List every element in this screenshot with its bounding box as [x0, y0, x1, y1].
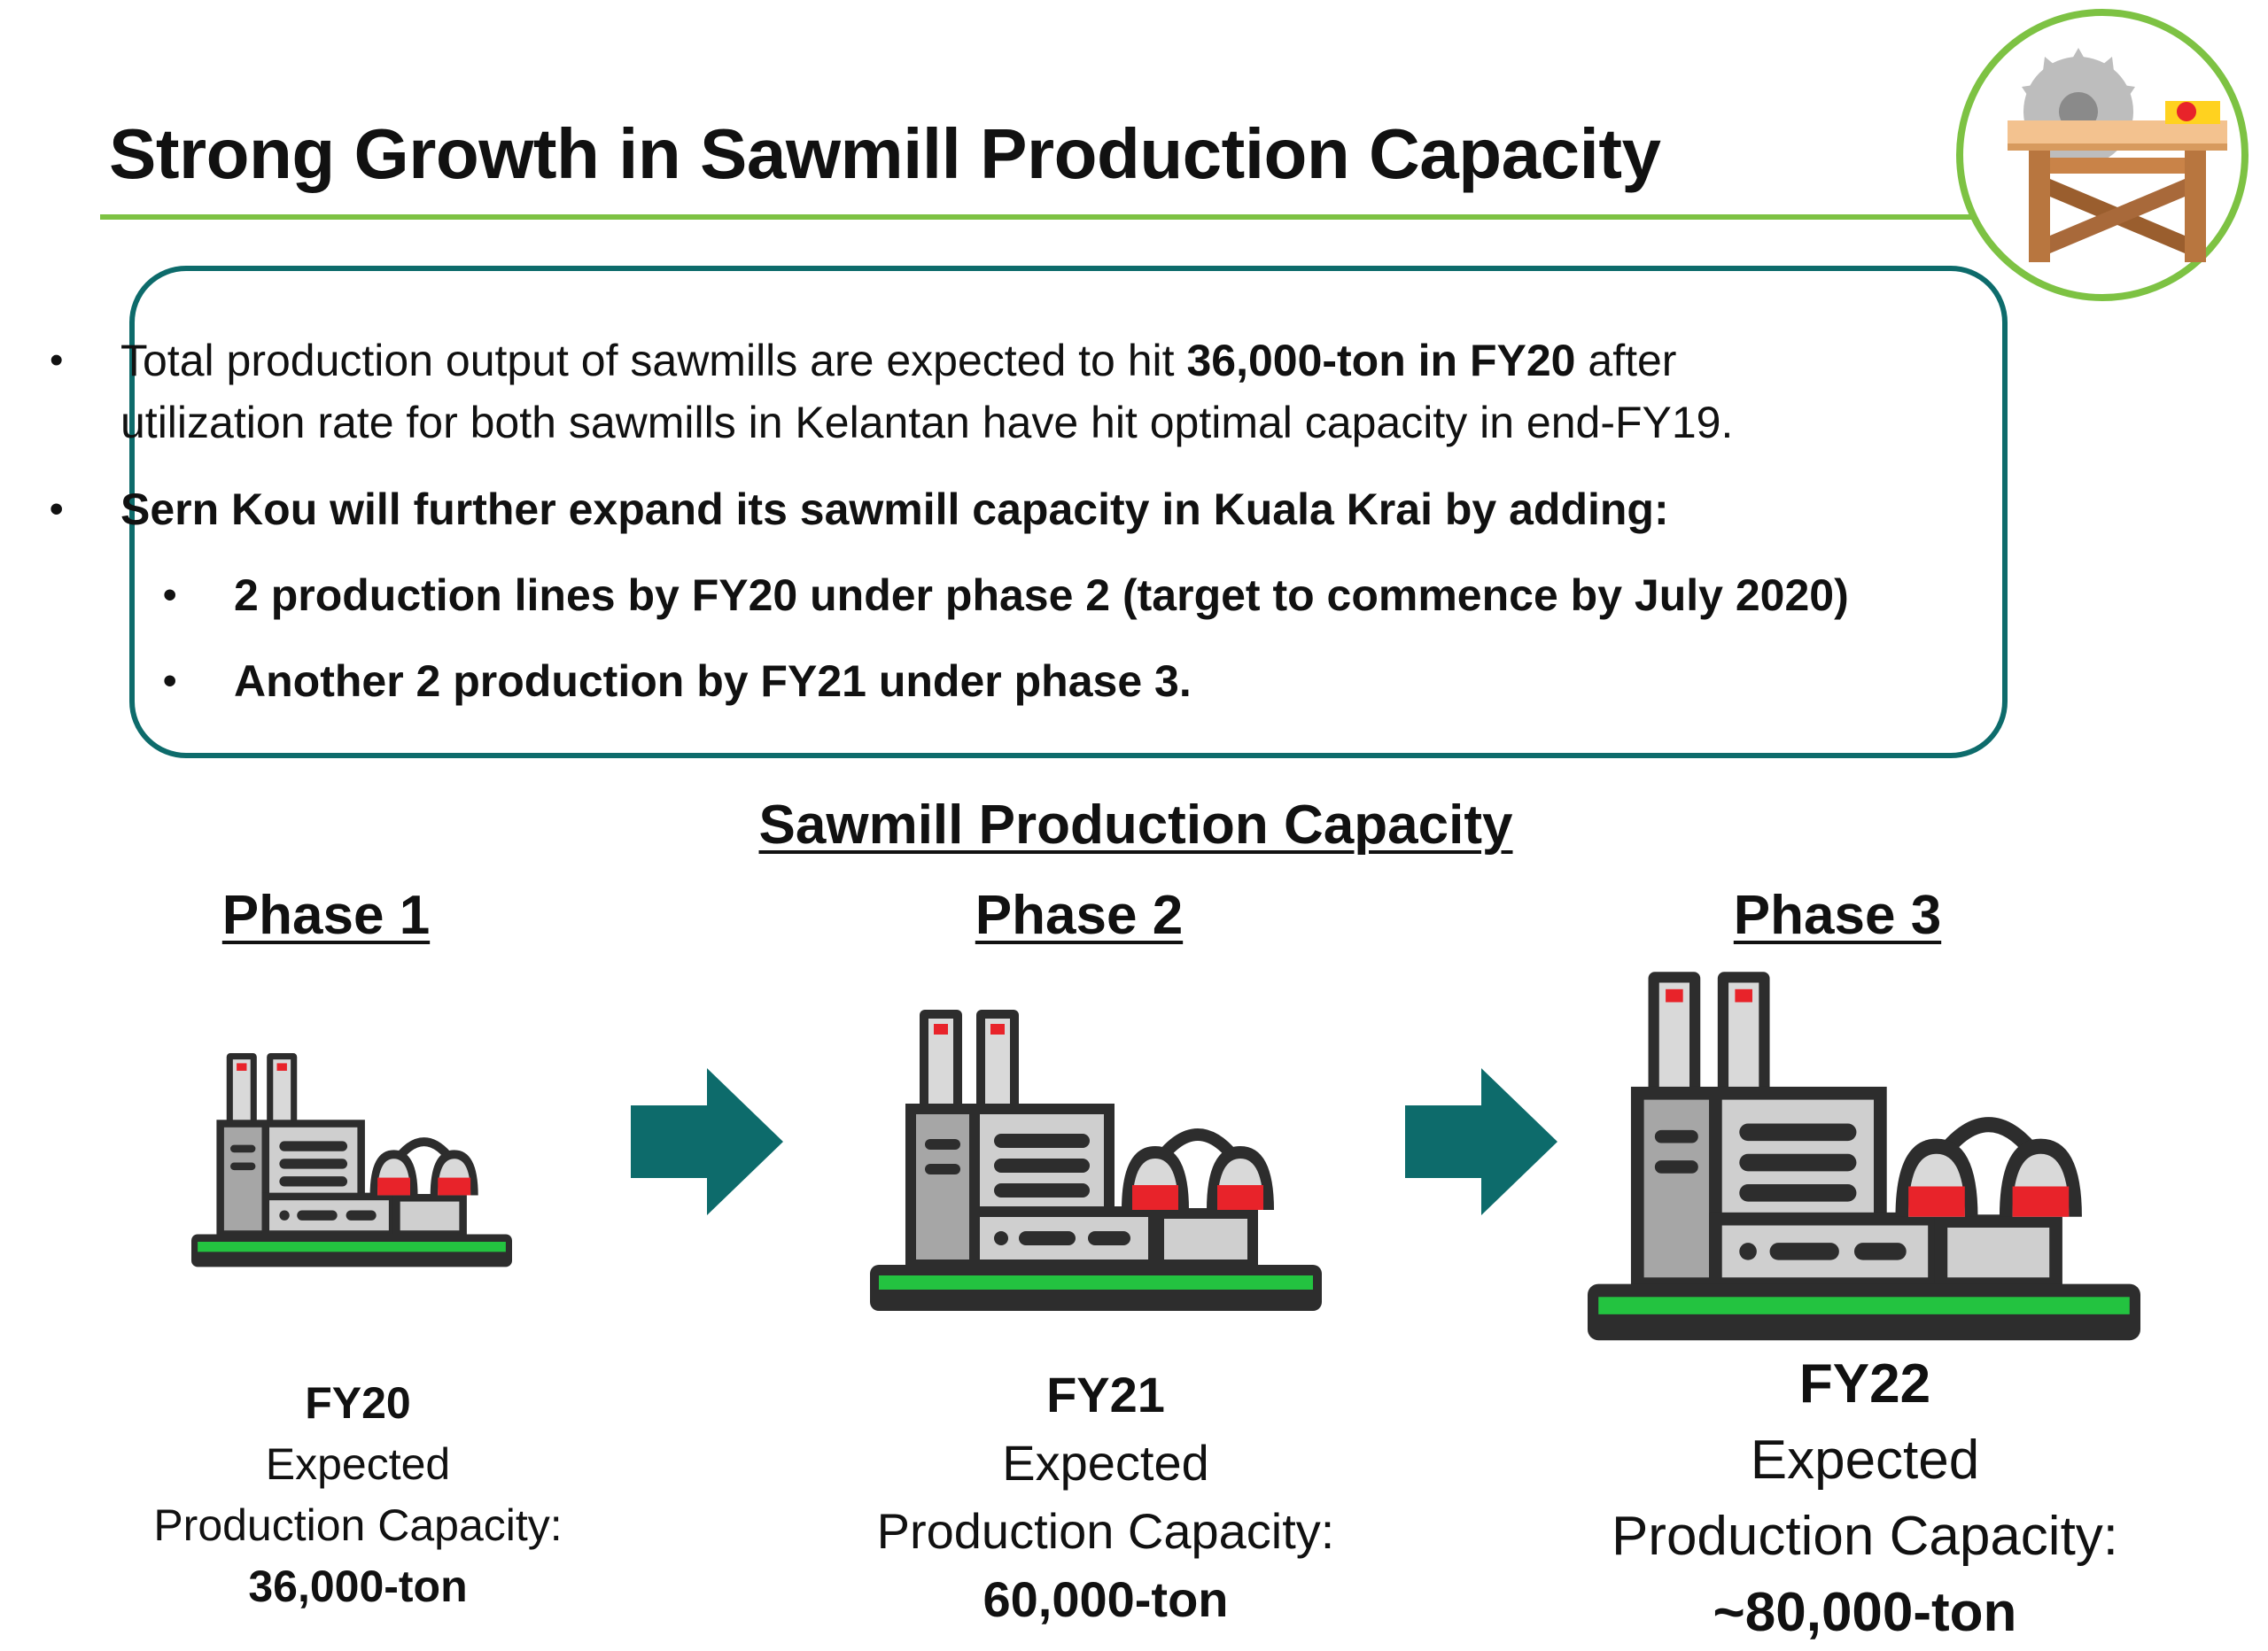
bullet-dot: •: [50, 487, 64, 531]
phase-2-capacity: FY21 Expected Production Capacity: 60,00…: [796, 1360, 1416, 1633]
phase-3-label: Phase 3: [1733, 885, 1942, 946]
phase-2-fy: FY21: [1046, 1367, 1165, 1422]
bullet-dot: •: [50, 338, 64, 382]
bullet-expansion: • Sern Kou will further expand its sawmi…: [50, 478, 1855, 540]
factory-icon: [1588, 967, 2140, 1343]
phase-3-fy: FY22: [1798, 1353, 1931, 1415]
phase-3-capacity-label: Production Capacity:: [1611, 1506, 2119, 1567]
title-underline: [100, 214, 1987, 220]
phase-1-label: Phase 1: [221, 885, 431, 946]
factory-icon: [191, 1053, 512, 1267]
phase-3-capacity: FY22 Expected Production Capacity: ~80,0…: [1555, 1346, 2175, 1651]
sawmill-table-saw-icon: [2008, 48, 2227, 262]
bullet-dot: •: [163, 659, 177, 702]
summary-box: [129, 266, 2008, 758]
bold-highlight: 36,000-ton in FY20: [1186, 336, 1576, 385]
phase-2-label: Phase 2: [975, 885, 1184, 946]
phase-2-expected: Expected: [1002, 1435, 1209, 1491]
phase-3-capacity-value: ~80,000-ton: [1713, 1582, 2017, 1643]
page-title: Strong Growth in Sawmill Production Capa…: [109, 114, 1661, 193]
bullet-total-output: • Total production output of sawmills ar…: [50, 329, 1855, 453]
arrow-right-icon: [631, 1068, 783, 1215]
phase-1-fy: FY20: [305, 1378, 411, 1428]
phase-2-capacity-label: Production Capacity:: [876, 1503, 1335, 1559]
phase-2-capacity-value: 60,000-ton: [983, 1571, 1229, 1627]
factory-icon: [870, 1006, 1322, 1313]
bullet-dot: •: [163, 573, 177, 616]
bullet-total-output-line2: utilization rate for both sawmills in Ke…: [120, 398, 1734, 447]
arrow-right-icon: [1405, 1068, 1557, 1215]
phase-1-expected: Expected: [265, 1439, 451, 1489]
phase-3-expected: Expected: [1750, 1430, 1980, 1491]
phase-1-capacity: FY20 Expected Production Capacity: 36,00…: [48, 1373, 668, 1617]
capacity-section-title: Sawmill Production Capacity: [758, 794, 1513, 856]
sawmill-logo: [1956, 9, 2249, 301]
phase-1-capacity-label: Production Capacity:: [153, 1500, 563, 1550]
sub-bullet-phase2: • 2 production lines by FY20 under phase…: [163, 564, 1855, 626]
phase-1-capacity-value: 36,000-ton: [248, 1562, 468, 1611]
sub-bullet-phase3: • Another 2 production by FY21 under pha…: [163, 650, 1855, 712]
